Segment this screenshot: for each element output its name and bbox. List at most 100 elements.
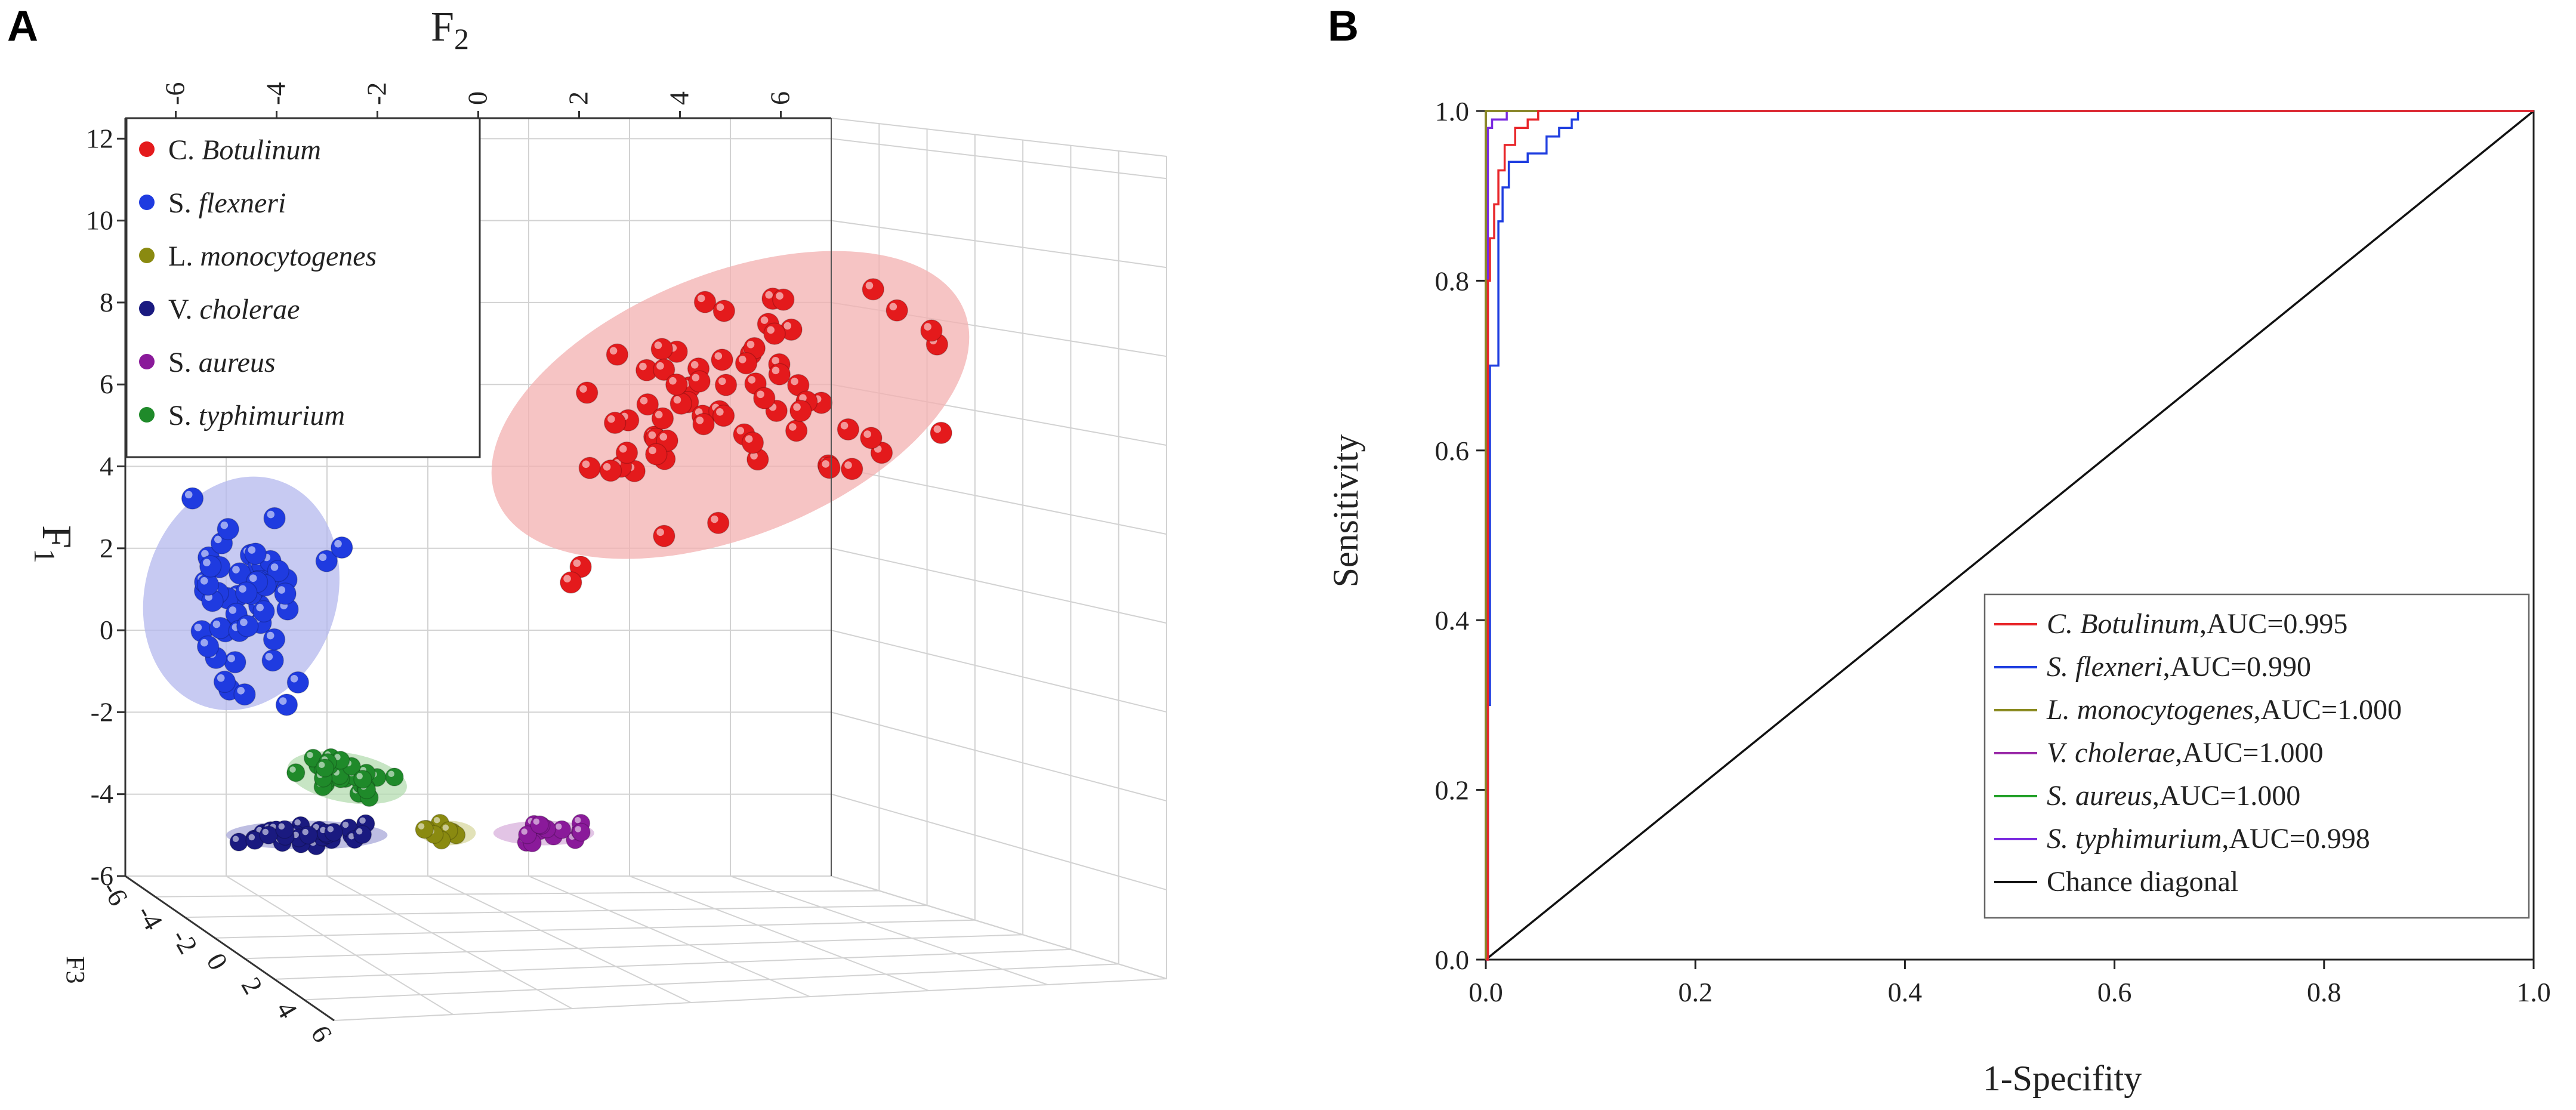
a-point-highlight <box>924 323 931 331</box>
a-z-axis-title: F3 <box>61 956 90 983</box>
a-x-tick-label: -2 <box>362 82 392 105</box>
a-point-highlight <box>692 374 700 382</box>
a-floor-grid <box>244 934 1023 960</box>
a-point <box>665 373 688 396</box>
a-point <box>712 300 736 322</box>
a-legend: C. Botulinum S. flexneri L. monocytogenes V… <box>125 117 481 458</box>
a-point-highlight <box>844 461 852 469</box>
a-point <box>645 443 668 465</box>
a-point-highlight <box>799 394 807 402</box>
a-point-highlight <box>863 430 871 438</box>
b-legend-entry: S. flexneri,AUC=0.990 <box>2047 651 2311 683</box>
a-y-tick-label: 10 <box>86 205 113 236</box>
a-point <box>235 581 258 604</box>
a-point-highlight <box>359 817 366 824</box>
a-point-highlight <box>302 828 308 835</box>
a-point-highlight <box>320 827 326 834</box>
a-point-highlight <box>757 390 764 399</box>
a-point-highlight <box>840 421 849 430</box>
b-legend-box <box>1983 593 2530 919</box>
a-point-highlight <box>533 818 540 825</box>
a-point <box>599 459 622 482</box>
a-point-highlight <box>277 586 286 594</box>
b-legend-entry: Chance diagonal <box>2047 866 2238 898</box>
a-right-grid-h <box>831 138 1167 180</box>
a-point <box>530 815 549 834</box>
a-point <box>244 542 267 565</box>
a-point-highlight <box>716 408 724 416</box>
a-point <box>181 487 204 510</box>
a-y-tick-label: -2 <box>91 696 113 727</box>
a-point-highlight <box>865 282 874 289</box>
a-point <box>886 299 908 322</box>
b-x-tick-label: 0.8 <box>2307 977 2341 1007</box>
a-right-grid-h <box>831 630 1167 713</box>
a-floor-grid <box>326 875 573 1009</box>
a-legend-marker <box>139 354 155 369</box>
a-x-axis-title: F2 <box>431 4 469 56</box>
a-point-highlight <box>248 834 255 841</box>
a-point-highlight <box>319 553 327 562</box>
a-point <box>274 582 297 605</box>
a-point <box>263 628 286 651</box>
a-point-highlight <box>214 535 222 544</box>
a-point-highlight <box>262 828 269 835</box>
a-point-highlight <box>656 362 664 370</box>
a-point-highlight <box>307 751 313 758</box>
a-point <box>353 770 372 789</box>
b-y-tick-label: 0.8 <box>1435 266 1470 296</box>
a-point-highlight <box>793 403 801 411</box>
a-floor-grid <box>304 963 1119 1001</box>
a-x-tick-label: -6 <box>160 82 190 105</box>
a-floor-grid <box>184 905 927 918</box>
a-point-highlight <box>772 356 779 365</box>
panel-a-label: A <box>7 2 38 50</box>
a-point <box>324 822 343 842</box>
a-point-highlight <box>521 828 527 835</box>
b-x-tick-label: 1.0 <box>2516 977 2551 1007</box>
a-point-highlight <box>609 347 618 355</box>
a-point-highlight <box>200 639 208 647</box>
a-x-tick-label: -4 <box>261 82 291 105</box>
a-right-grid-h <box>831 547 1167 624</box>
a-point-highlight <box>212 620 221 628</box>
a-point-highlight <box>767 326 775 334</box>
a-point <box>224 650 246 674</box>
a-point-highlight <box>783 322 792 330</box>
a-point <box>299 825 318 845</box>
a-point-highlight <box>654 341 662 349</box>
a-point-highlight <box>318 761 325 768</box>
a-right-grid-h <box>831 793 1167 890</box>
a-legend-marker <box>139 195 155 210</box>
a-point-highlight <box>265 653 273 661</box>
a-y-tick-label: 4 <box>100 451 113 482</box>
a-z-tick-label: 6 <box>305 1020 338 1047</box>
b-y-tick-label: 0.0 <box>1435 945 1470 975</box>
a-point <box>603 411 627 434</box>
b-roc-line <box>1486 110 2534 961</box>
b-tick-labels: 0.0 0.2 0.4 0.6 0.8 1.0 0.0 0.2 0.4 0.6 0.8 1.0 <box>1435 96 2551 1007</box>
a-point-highlight <box>639 362 647 371</box>
a-point <box>711 349 733 371</box>
a-point <box>615 441 638 464</box>
a-point <box>199 555 222 578</box>
a-point-highlight <box>184 491 193 499</box>
a-point-highlight <box>607 415 615 423</box>
a-point-highlight <box>673 396 681 404</box>
panel-b-roc-curve: 0.0 0.2 0.4 0.6 0.8 1.0 0.0 0.2 0.4 0.6 0.8 1.0 1-S… <box>1326 96 2551 1098</box>
b-x-axis-title: 1-Specifity <box>1983 1059 2142 1098</box>
a-point-highlight <box>270 563 279 571</box>
a-point-highlight <box>690 360 699 369</box>
a-point <box>261 649 284 672</box>
a-x-tick-label: 2 <box>563 91 594 105</box>
a-point-highlight <box>619 445 627 453</box>
a-legend-box <box>125 117 481 458</box>
a-legend-entry: S. aureus <box>168 347 276 378</box>
a-point <box>712 404 735 427</box>
a-scatter-points <box>181 278 952 856</box>
a-y-tick-label: 12 <box>86 123 113 153</box>
a-z-tick-label: 2 <box>236 972 269 999</box>
a-point-highlight <box>648 431 656 439</box>
a-floor-grid <box>226 875 454 1015</box>
